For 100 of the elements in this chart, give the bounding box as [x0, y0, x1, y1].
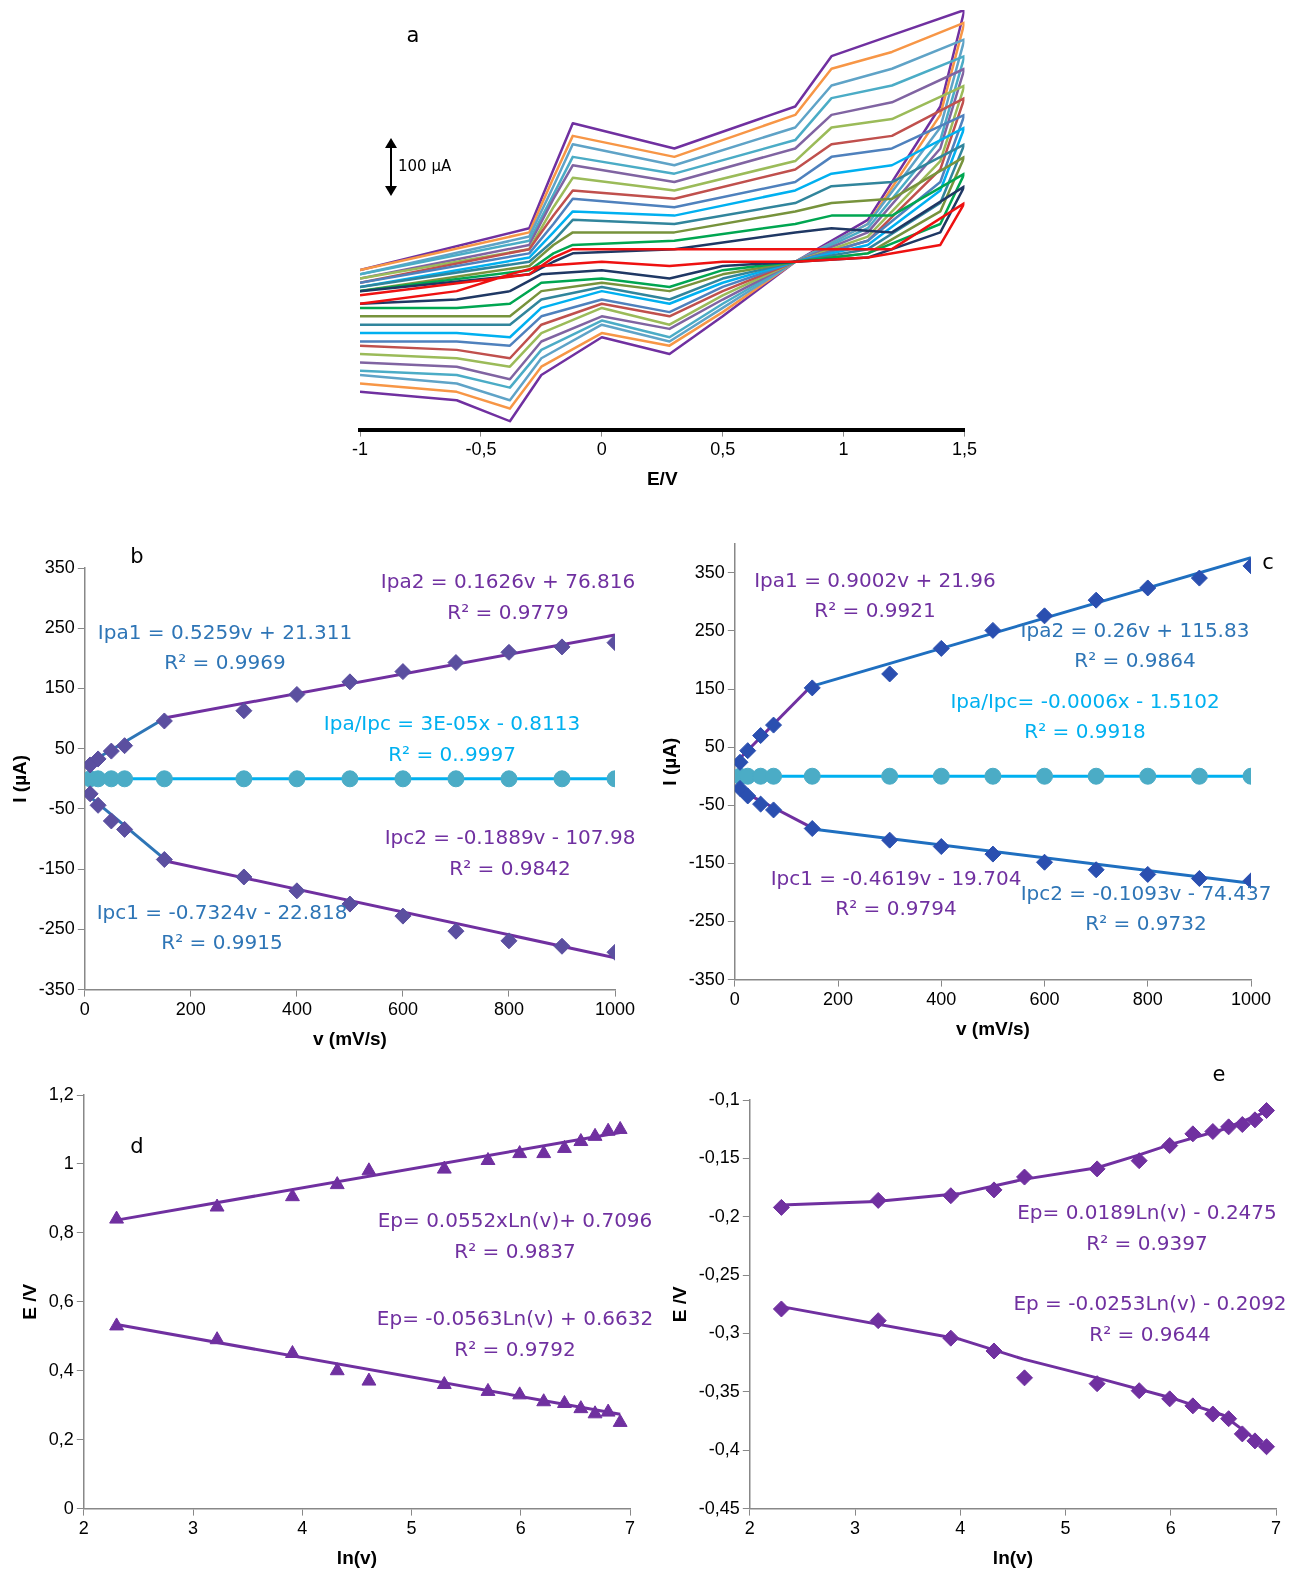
point	[447, 770, 465, 788]
x-tick-label: -1	[351, 439, 369, 460]
point	[1088, 1160, 1106, 1178]
x-tick-label: 0	[596, 439, 607, 460]
point	[587, 1405, 603, 1419]
annotation: Ipc2 = -0.1889v - 107.98	[384, 825, 636, 849]
point	[557, 1139, 572, 1153]
x-tick-label: 6	[515, 1518, 526, 1539]
annotation: R² = 0.9837	[454, 1239, 576, 1263]
point	[1190, 569, 1208, 587]
point	[285, 1188, 300, 1202]
y-tick-label: -250	[38, 918, 75, 939]
annotation: Ipa/Ipc= -0.0006x - 1.5102	[950, 689, 1220, 713]
point	[235, 868, 253, 886]
point	[1139, 865, 1157, 883]
point	[803, 679, 821, 697]
point	[984, 845, 1002, 863]
point	[209, 1331, 225, 1345]
point	[803, 820, 821, 838]
point	[447, 922, 465, 940]
x-tick-label: 1000	[1230, 989, 1272, 1010]
x-tick-label: 0,5	[710, 439, 736, 460]
y-tick-label: -0,15	[698, 1147, 740, 1168]
y-tick-label: -50	[48, 797, 75, 818]
annotation: Ipa/Ipc = 3E-05x - 0.8113	[323, 711, 581, 735]
point	[1184, 1397, 1202, 1415]
point	[1204, 1405, 1222, 1423]
y-tick-label: -0,25	[698, 1264, 740, 1285]
annotation: 100 µA	[398, 157, 452, 175]
annotation: R² = 0.9918	[1024, 719, 1146, 743]
annotation: Ipa2 = 0.1626v + 76.816	[380, 569, 636, 593]
point	[553, 638, 571, 656]
point	[553, 770, 571, 788]
y-tick-label: 50	[54, 737, 75, 758]
annotation: Ipc1 = -0.7324v - 22.818	[96, 900, 348, 924]
annotation: Ipc1 = -0.4619v - 19.704	[770, 866, 1022, 890]
y-tick-label: 250	[44, 617, 75, 638]
point	[536, 1145, 552, 1159]
chart-title: e	[1212, 1062, 1226, 1086]
y-axis-title: E /V	[18, 1283, 40, 1320]
y-tick-label: 0,2	[48, 1428, 74, 1449]
point	[612, 1120, 628, 1134]
point	[573, 1400, 589, 1414]
y-tick-label: 0,8	[48, 1221, 74, 1242]
point	[109, 1210, 125, 1224]
x-tick-label: 400	[281, 999, 312, 1020]
point	[1246, 1111, 1264, 1129]
y-tick-label: -0,45	[698, 1497, 740, 1518]
point	[1161, 1137, 1179, 1155]
point	[1130, 1152, 1148, 1170]
annotation: R² = 0.9397	[1086, 1231, 1208, 1255]
point	[536, 1393, 552, 1407]
point	[341, 673, 359, 691]
point	[155, 712, 173, 730]
point	[116, 820, 134, 838]
annotation: R² = 0.9644	[1089, 1322, 1211, 1346]
point	[89, 796, 107, 814]
point	[155, 770, 173, 788]
point	[394, 907, 412, 925]
chart-title: b	[130, 544, 144, 568]
x-tick-label: 7	[1270, 1518, 1282, 1539]
point	[1233, 1116, 1251, 1134]
y-tick-label: -0,2	[708, 1205, 740, 1226]
point	[932, 838, 950, 856]
y-axis-title: I (µA)	[8, 754, 30, 803]
x-tick-label: 2	[78, 1518, 89, 1539]
annotation: Ipa1 = 0.9002v + 21.96	[754, 568, 996, 592]
point	[985, 1342, 1003, 1360]
x-tick-label: 200	[823, 989, 854, 1010]
y-tick-label: -350	[38, 978, 75, 999]
point	[1220, 1118, 1238, 1136]
x-axis-title: ln(v)	[336, 1546, 377, 1568]
annotation: R² = 0.9864	[1074, 648, 1196, 672]
point	[803, 767, 821, 785]
x-tick-label: 600	[1029, 989, 1060, 1010]
point	[1088, 1375, 1106, 1393]
point	[1139, 579, 1157, 597]
point	[772, 1198, 790, 1216]
y-tick-label: -150	[688, 852, 725, 873]
point	[739, 787, 757, 805]
point	[985, 1181, 1003, 1199]
point	[587, 1127, 603, 1141]
point	[512, 1145, 528, 1159]
x-axis-title: v (mV/s)	[955, 1017, 1030, 1039]
point	[942, 1187, 960, 1205]
annotation: Ipa1 = 0.5259v + 21.311	[97, 620, 353, 644]
point	[1087, 767, 1105, 785]
point	[288, 882, 306, 900]
y-tick-label: -0,35	[698, 1380, 740, 1401]
x-tick-label: 7	[624, 1518, 636, 1539]
point	[765, 801, 783, 819]
x-tick-label: 800	[1132, 989, 1163, 1010]
point	[772, 1300, 790, 1318]
x-tick-label: 3	[188, 1518, 199, 1539]
y-tick-label: -0,3	[708, 1322, 740, 1343]
point	[881, 767, 899, 785]
x-tick-label: 4	[297, 1518, 308, 1539]
annotation: Ep= 0.0189Ln(v) - 0.2475	[1017, 1200, 1277, 1224]
point	[1015, 1369, 1033, 1387]
point	[612, 1413, 628, 1427]
